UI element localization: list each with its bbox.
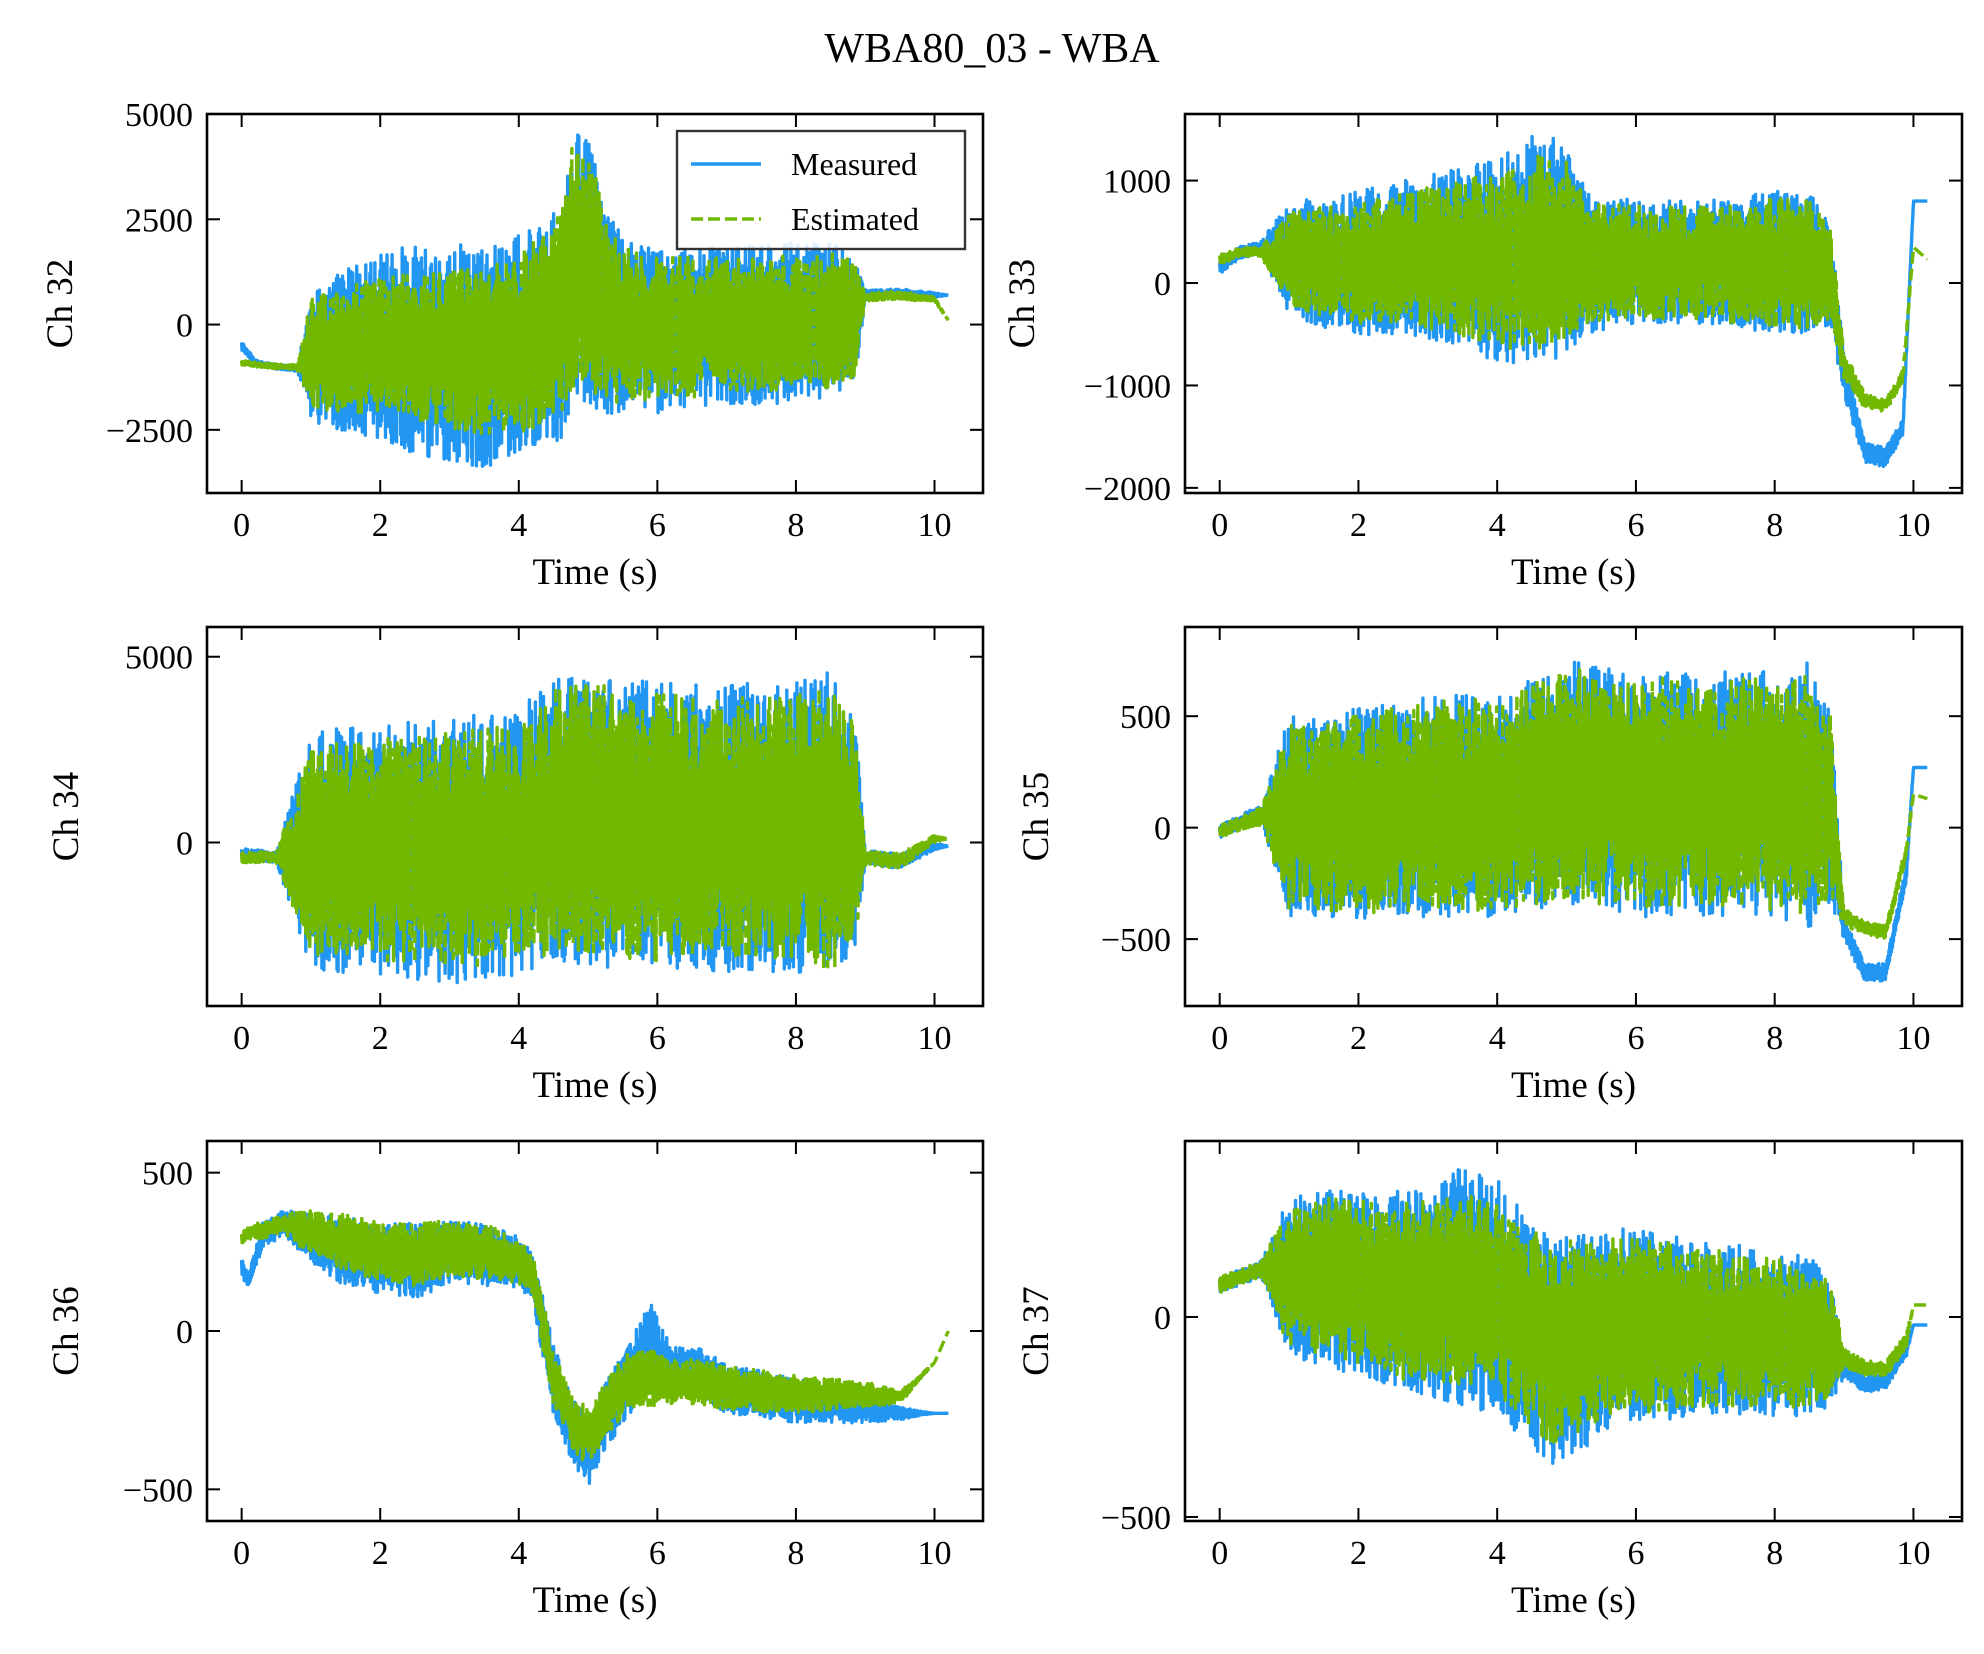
x-tick-label: 6 (649, 507, 666, 544)
subplot-ch-33: 0 2 4 6 8 10 −2000 −1000 0 1000 Time (s) Ch 33 (1002, 112, 1964, 593)
x-tick-label: 0 (1211, 1020, 1228, 1057)
x-tick-label: 6 (1627, 1535, 1644, 1572)
y-tick-label: 500 (1120, 699, 1171, 736)
series-estimated-line (239, 1209, 950, 1461)
x-tick-label: 10 (918, 1535, 952, 1572)
subplot-ch-37: 0 2 4 6 8 10 −500 0 Time (s) Ch 37 (1016, 1139, 1964, 1621)
x-tick-label: 4 (510, 1535, 527, 1572)
x-tick-label: 0 (233, 1020, 250, 1057)
series-estimated-line (1218, 154, 1929, 413)
x-tick-label: 10 (1896, 507, 1930, 544)
x-tick-label: 4 (510, 507, 527, 544)
x-tick-label: 0 (233, 507, 250, 544)
subplot-ch-34: 0 2 4 6 8 10 0 5000 Time (s) Ch 34 (46, 625, 985, 1106)
x-axis-label: Time (s) (1511, 552, 1636, 593)
y-tick-label: 0 (1154, 811, 1171, 848)
x-tick-label: 0 (1211, 1535, 1228, 1572)
axes-frame (1183, 1139, 1964, 1523)
x-tick-label: 8 (1766, 507, 1783, 544)
y-tick-label: 5000 (125, 640, 193, 677)
axes-frame (205, 112, 985, 495)
x-tick-label: 4 (1489, 507, 1506, 544)
x-tick-label: 2 (1350, 1535, 1367, 1572)
y-axis-label: Ch 37 (1016, 1286, 1057, 1375)
x-tick-label: 8 (1766, 1535, 1783, 1572)
x-axis-label: Time (s) (1511, 1065, 1636, 1106)
y-axis-label: Ch 33 (1002, 259, 1043, 348)
y-tick-label: −2000 (1084, 471, 1171, 508)
x-axis-label: Time (s) (532, 552, 657, 593)
x-tick-label: 8 (1766, 1020, 1783, 1057)
series-estimated-line (239, 684, 950, 971)
y-axis-label: Ch 34 (46, 772, 87, 861)
x-axis-label: Time (s) (532, 1580, 657, 1621)
y-tick-label: 0 (1154, 1300, 1171, 1337)
y-axis-label: Ch 35 (1016, 772, 1057, 861)
x-tick-label: 6 (1627, 1020, 1644, 1057)
subplot-ch-36: 0 2 4 6 8 10 −500 0 500 Time (s) Ch 36 (46, 1139, 985, 1621)
y-tick-label: 2500 (125, 202, 193, 239)
x-tick-label: 6 (649, 1535, 666, 1572)
y-tick-label: −500 (1101, 1500, 1171, 1537)
subplot-ch-32: 0 2 4 6 8 10 −2500 0 2500 5000 Time (s) Ch 32 Measur… (40, 97, 985, 593)
y-tick-label: 0 (176, 308, 193, 345)
x-tick-label: 2 (1350, 1020, 1367, 1057)
y-tick-label: −500 (123, 1472, 193, 1509)
y-tick-label: −1000 (1084, 368, 1171, 405)
x-axis-label: Time (s) (532, 1065, 657, 1106)
x-tick-label: 6 (1627, 507, 1644, 544)
legend: Measured Estimated (675, 129, 967, 251)
axes-frame (1183, 112, 1964, 495)
figure-title: WBA80_03 - WBA (824, 26, 1160, 72)
series-estimated-line (239, 146, 950, 436)
axes-frame (205, 625, 985, 1008)
x-tick-label: 2 (372, 1020, 389, 1057)
subplot-ch-35: 0 2 4 6 8 10 −500 0 500 Time (s) Ch 35 (1016, 625, 1964, 1106)
series-estimated-line (1218, 1195, 1929, 1447)
x-tick-label: 8 (787, 1020, 804, 1057)
legend-label-measured: Measured (791, 146, 917, 182)
x-tick-label: 10 (918, 1020, 952, 1057)
x-tick-label: 10 (1896, 1535, 1930, 1572)
y-tick-label: −2500 (106, 413, 193, 450)
x-tick-label: 10 (1896, 1020, 1930, 1057)
x-axis-label: Time (s) (1511, 1580, 1636, 1621)
axes-frame (1183, 625, 1964, 1008)
y-tick-label: 0 (176, 826, 193, 863)
x-tick-label: 4 (1489, 1535, 1506, 1572)
y-tick-label: 0 (1154, 266, 1171, 303)
x-tick-label: 10 (918, 507, 952, 544)
y-tick-label: 500 (142, 1156, 193, 1193)
x-tick-label: 2 (372, 507, 389, 544)
y-tick-label: 0 (176, 1314, 193, 1351)
y-axis-label: Ch 36 (46, 1286, 87, 1375)
y-tick-label: −500 (1101, 922, 1171, 959)
y-axis-label: Ch 32 (40, 259, 81, 348)
x-tick-label: 4 (510, 1020, 527, 1057)
x-tick-label: 0 (1211, 507, 1228, 544)
y-tick-label: 1000 (1103, 164, 1171, 201)
y-tick-label: 5000 (125, 97, 193, 134)
x-tick-label: 8 (787, 507, 804, 544)
x-tick-label: 8 (787, 1535, 804, 1572)
x-tick-label: 0 (233, 1535, 250, 1572)
x-tick-label: 6 (649, 1020, 666, 1057)
series-estimated-line (1218, 668, 1929, 940)
x-tick-label: 2 (1350, 507, 1367, 544)
legend-label-estimated: Estimated (791, 201, 919, 237)
x-tick-label: 4 (1489, 1020, 1506, 1057)
x-tick-label: 2 (372, 1535, 389, 1572)
legend-frame (675, 129, 967, 251)
